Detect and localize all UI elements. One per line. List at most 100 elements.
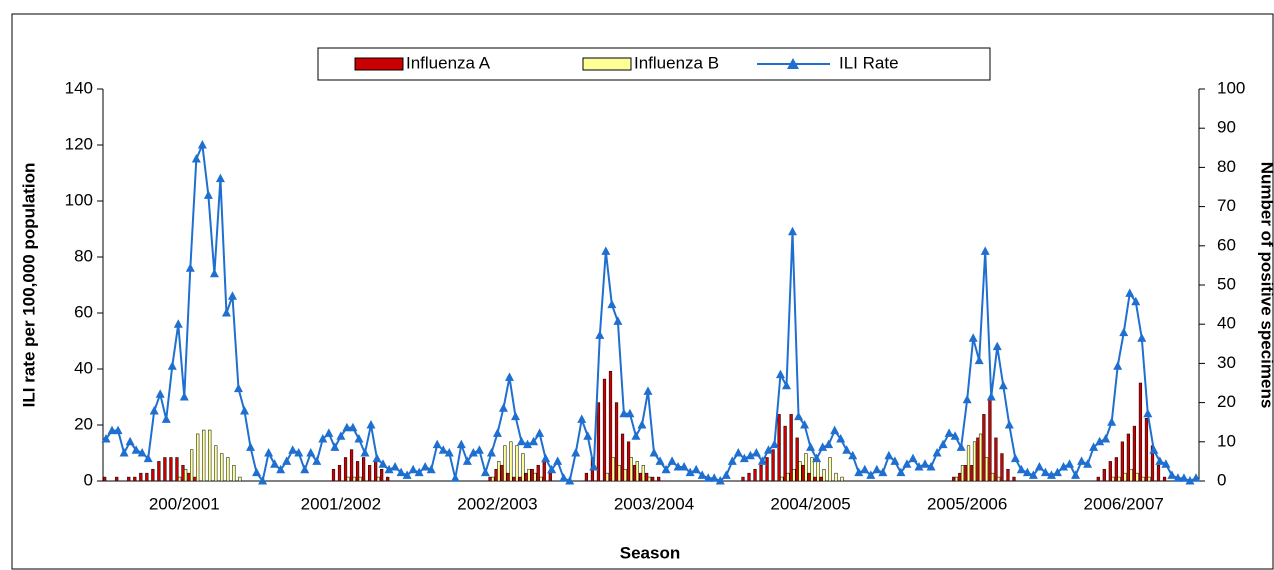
line-marker bbox=[101, 434, 111, 443]
line-marker bbox=[715, 476, 725, 485]
bar bbox=[169, 457, 173, 482]
line-marker bbox=[1022, 467, 1032, 477]
line-marker bbox=[1059, 462, 1069, 471]
bar bbox=[1162, 476, 1167, 482]
legend-label: Influenza A bbox=[406, 53, 491, 72]
line-marker bbox=[998, 380, 1008, 390]
bar bbox=[157, 461, 161, 482]
bar bbox=[349, 449, 354, 482]
line-marker bbox=[884, 450, 894, 460]
y2-tick-label: 70 bbox=[1217, 196, 1236, 215]
line-marker bbox=[113, 425, 123, 435]
bar bbox=[202, 429, 206, 482]
bar bbox=[641, 465, 645, 482]
bar bbox=[792, 468, 796, 482]
line-marker bbox=[607, 299, 617, 309]
bar bbox=[810, 457, 814, 482]
line-marker bbox=[769, 439, 779, 449]
bar bbox=[500, 465, 504, 482]
line-marker bbox=[679, 462, 689, 471]
line-marker bbox=[474, 445, 484, 454]
bar bbox=[602, 378, 607, 482]
bar bbox=[840, 476, 844, 482]
bar bbox=[632, 465, 637, 482]
line-marker bbox=[944, 428, 954, 437]
line-marker bbox=[390, 462, 400, 471]
bar bbox=[783, 425, 787, 482]
y-axis-label: ILI rate per 100,000 population bbox=[19, 163, 38, 408]
line-marker bbox=[589, 462, 599, 471]
line-marker bbox=[137, 448, 147, 457]
line-marker bbox=[179, 392, 189, 401]
line-marker bbox=[667, 456, 677, 465]
line-marker bbox=[306, 448, 316, 457]
line-marker bbox=[908, 453, 918, 463]
bar bbox=[623, 468, 627, 482]
y-tick-label: 100 bbox=[65, 190, 93, 209]
bar bbox=[645, 472, 649, 482]
line-marker bbox=[757, 456, 767, 465]
line-marker bbox=[258, 476, 268, 485]
bar bbox=[542, 461, 546, 482]
line-marker bbox=[625, 408, 635, 418]
bar bbox=[352, 476, 356, 482]
line-marker bbox=[366, 420, 376, 429]
line-marker bbox=[396, 467, 406, 477]
line-marker bbox=[980, 246, 990, 255]
x-tick-label: 2002/2003 bbox=[457, 494, 537, 513]
bar bbox=[617, 465, 621, 482]
line-marker bbox=[649, 448, 659, 457]
bar bbox=[115, 476, 119, 482]
line-marker bbox=[950, 431, 960, 440]
bar bbox=[988, 398, 992, 482]
line-marker bbox=[553, 456, 563, 465]
line-marker bbox=[902, 459, 912, 468]
line-marker bbox=[486, 448, 496, 457]
line-marker bbox=[282, 456, 292, 465]
bar bbox=[1147, 476, 1151, 482]
line-marker bbox=[1046, 470, 1056, 479]
y2-axis-label: Number of positive specimens bbox=[1258, 162, 1274, 409]
bar bbox=[834, 472, 838, 482]
line-marker bbox=[962, 394, 972, 404]
y-tick-label: 0 bbox=[84, 470, 93, 489]
line-marker bbox=[173, 319, 183, 328]
bar bbox=[214, 445, 218, 482]
bar bbox=[187, 472, 191, 482]
legend bbox=[317, 47, 991, 81]
bar bbox=[795, 437, 799, 482]
bar bbox=[771, 449, 775, 482]
line-marker bbox=[348, 422, 358, 432]
bar bbox=[798, 461, 802, 482]
line-marker bbox=[709, 473, 719, 482]
bar bbox=[1006, 468, 1010, 482]
bar bbox=[512, 476, 516, 482]
line-marker bbox=[836, 434, 846, 443]
line-marker bbox=[583, 431, 593, 440]
legend-swatch bbox=[354, 57, 404, 71]
bar bbox=[190, 449, 194, 482]
line-marker bbox=[986, 392, 996, 401]
y2-tick-label: 100 bbox=[1217, 78, 1245, 97]
bar bbox=[1126, 433, 1130, 482]
line-marker bbox=[565, 476, 575, 485]
line-marker bbox=[276, 464, 286, 474]
x-tick-label: 2003/2004 bbox=[614, 494, 694, 513]
line-marker bbox=[794, 411, 804, 421]
y-tick-label: 20 bbox=[74, 414, 93, 433]
line-marker bbox=[1173, 473, 1183, 482]
bar bbox=[629, 457, 633, 482]
bar bbox=[1108, 461, 1112, 482]
bar bbox=[647, 476, 651, 482]
bar bbox=[978, 433, 983, 482]
line-marker bbox=[1161, 459, 1171, 468]
line-marker bbox=[619, 408, 629, 418]
line-marker bbox=[227, 291, 237, 300]
line-marker bbox=[878, 467, 888, 477]
line-marker bbox=[264, 448, 274, 457]
bar bbox=[533, 472, 537, 482]
line-marker bbox=[312, 456, 322, 465]
bar bbox=[819, 476, 823, 482]
line-marker bbox=[595, 330, 605, 339]
bar bbox=[506, 472, 510, 482]
